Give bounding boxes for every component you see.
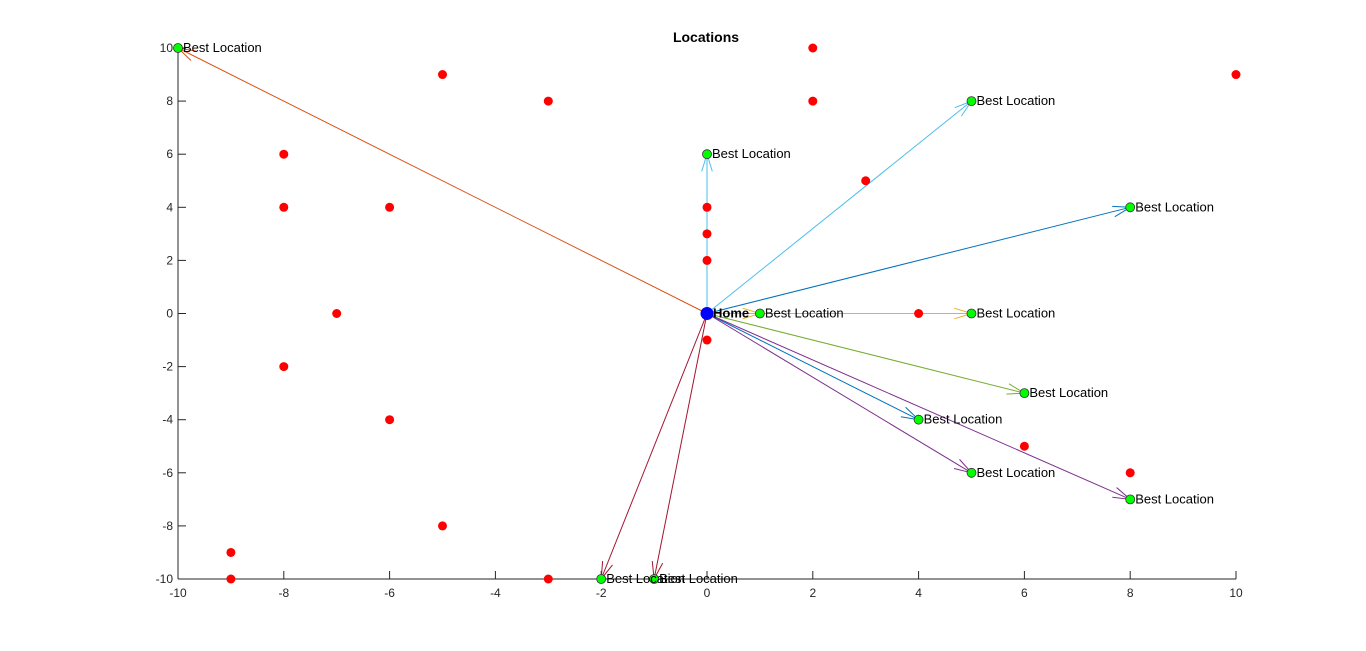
route-arrow [706,313,1131,500]
y-tick-label: -2 [162,360,173,374]
y-tick-label: -6 [162,466,173,480]
location-point [702,202,712,212]
best-location-point [649,574,659,584]
location-point [543,96,553,106]
best-location-point [755,308,765,319]
x-tick-label: -10 [169,586,187,600]
best-location-label: Best Location [765,306,844,321]
location-point [226,574,236,584]
location-point [385,415,395,425]
best-location-label: Best Location [606,571,685,586]
y-tick-label: 4 [166,200,173,214]
location-point [279,362,289,372]
point-layer [173,43,1241,584]
best-location-point [702,149,712,160]
x-tick-label: -4 [490,586,501,600]
location-point [279,202,289,212]
axes: -10 -8 -6 -4 -2 0 2 4 6 8 10 -10 -8 -6 -4 -2 0 2 4 6 8 10 [156,41,1243,600]
location-point [914,309,924,318]
x-tick-label: 4 [915,586,922,600]
best-location-label: Best Location [1135,491,1214,506]
best-location-point [1019,388,1030,399]
x-tick-label: 8 [1127,586,1134,600]
location-point [1231,70,1241,80]
home-label: Home [713,306,749,321]
y-tick-label: 6 [166,147,173,161]
y-tick-label: 10 [160,41,174,55]
x-tick-label: -6 [384,586,395,600]
x-tick-label: 2 [809,586,816,600]
best-location-label: Best Location [977,465,1056,480]
location-point [385,202,395,212]
route-arrow [706,313,919,421]
best-location-label: Best Location [659,571,738,586]
arrow-layer [176,47,1132,581]
best-location-label: Best Location [712,146,791,161]
best-location-label: Best Location [1029,385,1108,400]
location-point [702,229,712,239]
best-location-point [966,308,977,319]
chart-title: Locations [673,29,739,45]
route-arrow [706,313,972,474]
best-location-point [966,467,977,478]
location-point [438,70,447,80]
route-arrow [653,313,708,580]
x-tick-label: 6 [1021,586,1028,600]
best-location-label: Best Location [183,40,262,55]
location-point [702,335,712,345]
location-point [438,521,447,531]
best-location-label: Best Location [977,93,1056,108]
y-tick-label: 2 [166,253,173,267]
route-arrow [177,47,708,314]
location-point [861,176,871,186]
y-tick-label: 0 [166,307,173,321]
location-point [1125,468,1135,478]
x-tick-label: 0 [704,586,711,600]
best-location-point [966,96,977,106]
x-tick-label: -2 [596,586,607,600]
best-location-point [596,574,607,584]
y-tick-label: -8 [162,519,173,533]
route-arrow [600,313,708,580]
best-location-label: Best Location [977,306,1056,321]
location-point [226,547,236,557]
y-tick-label: -4 [162,413,173,427]
location-point [279,149,289,159]
y-tick-label: 8 [166,94,173,108]
x-tick-label: 10 [1229,586,1243,600]
location-point [808,96,818,106]
route-arrow [706,100,972,314]
location-point [808,43,818,53]
location-point [1019,441,1029,451]
best-location-point [1125,494,1136,505]
best-location-label: Best Location [924,412,1003,427]
y-tick-label: -10 [156,572,174,586]
best-location-point [173,43,183,53]
home-point [700,307,714,320]
route-arrow [706,206,1131,314]
location-point [543,574,553,584]
location-point [702,255,712,265]
best-location-point [913,414,924,425]
x-tick-label: -8 [278,586,289,600]
best-location-label: Best Location [1135,199,1214,214]
location-point [332,309,342,318]
best-location-point [1125,202,1136,213]
route-arrow [706,313,1025,394]
